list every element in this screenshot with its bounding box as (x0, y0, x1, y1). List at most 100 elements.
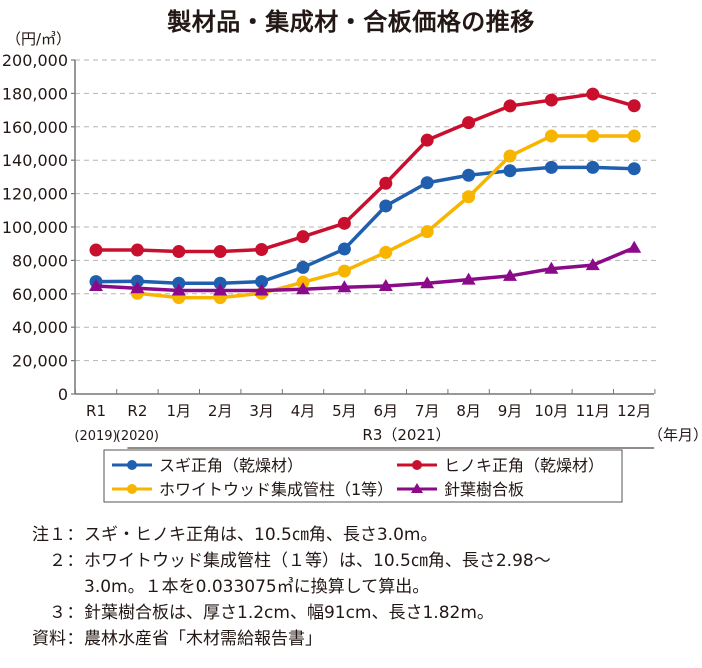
line-chart: 0 20,000 40,000 60,000 80,000 100,000 120,000 1… (2, 51, 702, 503)
data-point-triangle (627, 240, 642, 253)
data-point-circle (255, 243, 269, 257)
y-tick-label: 40,000 (12, 318, 68, 337)
data-point-circle (503, 99, 517, 113)
data-point-triangle (296, 282, 310, 295)
y-tick-label: 100,000 (2, 218, 68, 237)
data-point-triangle (337, 280, 352, 293)
data-point-triangle (254, 283, 269, 296)
legend-marker-circle (412, 460, 422, 470)
data-point-triangle (461, 272, 476, 285)
legend-label: ホワイトウッド集成管柱（1等） (159, 480, 393, 499)
legend-marker-triangle (411, 483, 423, 493)
data-point-triangle (213, 283, 228, 296)
note-text: スギ・ヒノキ正角は、10.5㎝角、長さ3.0m。 (84, 525, 438, 545)
chart-title: 製材品・集成材・合板価格の推移 (167, 8, 535, 36)
x-tick-sublabel: (2019) (74, 429, 117, 444)
series-1 (89, 87, 641, 259)
x-tick-label: 2月 (208, 402, 233, 420)
note-2: ２：ホワイトウッド集成管柱（１等）は、10.5㎝角、長さ2.98～ (4, 548, 551, 574)
legend-item: ヒノキ正角（乾燥材） (397, 456, 604, 475)
note-label: 資料 (32, 629, 66, 649)
x-tick-label: 8月 (456, 402, 481, 420)
note-text: ホワイトウッド集成管柱（１等）は、10.5㎝角、長さ2.98～ (84, 551, 551, 571)
x-tick-sublabel: (2020) (116, 429, 159, 444)
data-point-triangle (420, 276, 435, 289)
data-point-circle (420, 176, 434, 190)
note-label: ３ (49, 603, 66, 623)
gridlines (75, 59, 660, 362)
note-label: 注１ (32, 525, 66, 545)
x-tick-label: 10月 (534, 402, 568, 420)
legend-label: ヒノキ正角（乾燥材） (444, 456, 604, 475)
series-lines (89, 87, 642, 305)
legend-label: 針葉樹合板 (444, 480, 524, 499)
data-point-circle (379, 199, 393, 213)
series-line (95, 246, 635, 293)
x-tick-label: 7月 (415, 402, 440, 420)
data-point-circle (296, 230, 310, 244)
data-point-circle (379, 245, 393, 259)
x-tick-label: R1 (86, 402, 106, 420)
x-tick-label: 6月 (374, 402, 399, 420)
data-point-circle (627, 99, 641, 113)
x-group-label: R3（2021） (362, 426, 450, 444)
x-tick-label: 3月 (249, 402, 274, 420)
note-text: 針葉樹合板は、厚さ1.2cm、幅91cm、長さ1.82m。 (84, 603, 494, 623)
y-tick-label: 20,000 (12, 352, 68, 371)
x-tick-label: 5月 (332, 402, 357, 420)
data-point-circle (130, 243, 144, 257)
data-point-circle (296, 260, 310, 274)
data-point-triangle (130, 281, 145, 294)
data-point-circle (337, 216, 351, 230)
data-point-triangle (89, 278, 103, 291)
data-point-circle (462, 116, 476, 130)
data-point-circle (462, 168, 476, 182)
data-point-triangle (378, 278, 393, 291)
notes-block: 注１：スギ・ヒノキ正角は、10.5㎝角、長さ3.0m。 ２：ホワイトウッド集成管… (4, 522, 551, 652)
note-text: 3.0m。１本を0.033075㎥に換算して算出。 (84, 577, 430, 597)
y-tick-label: 180,000 (2, 84, 68, 103)
data-point-circle (503, 164, 517, 178)
legend-marker-circle (127, 460, 137, 470)
data-point-circle (379, 176, 393, 190)
data-point-circle (337, 242, 351, 256)
x-tick-label: 12月 (617, 402, 651, 420)
series-3 (89, 240, 642, 296)
y-tick-label: 60,000 (12, 285, 68, 304)
data-point-circle (337, 264, 351, 278)
legend-item: スギ正角（乾燥材） (112, 456, 303, 475)
y-axis-unit-label: （円/㎥） (6, 30, 72, 48)
data-point-circle (213, 276, 227, 290)
note-2-continued: 3.0m。１本を0.033075㎥に換算して算出。 (4, 574, 551, 600)
x-tick-label: 9月 (498, 402, 523, 420)
y-tick-label: 200,000 (2, 51, 68, 70)
series-line (96, 92, 635, 254)
x-tick-label: 11月 (576, 402, 610, 420)
data-point-triangle (544, 261, 559, 274)
data-point-circle (172, 276, 186, 290)
data-point-circle (296, 275, 310, 289)
data-point-circle (627, 162, 641, 176)
legend-item: ホワイトウッド集成管柱（1等） (112, 480, 393, 499)
data-point-circle (130, 274, 144, 288)
series-line (95, 165, 635, 286)
y-tick-label: 140,000 (2, 151, 68, 170)
data-point-triangle (503, 268, 517, 281)
data-point-circle (462, 190, 476, 204)
x-tick-label: R2 (127, 402, 147, 420)
data-point-circle (172, 245, 186, 259)
legend-box (103, 449, 623, 503)
data-point-circle (544, 129, 558, 143)
x-tick-label: 1月 (167, 402, 192, 420)
note-1: 注１：スギ・ヒノキ正角は、10.5㎝角、長さ3.0m。 (4, 522, 551, 548)
data-point-circle (586, 87, 600, 101)
x-tick-label: 4月 (291, 402, 316, 420)
y-tick-label: 120,000 (2, 185, 68, 204)
y-tick-label: 160,000 (2, 118, 68, 137)
data-point-triangle (585, 258, 600, 271)
note-label: ２ (49, 551, 66, 571)
data-point-circle (627, 129, 641, 143)
series-0 (89, 160, 641, 290)
data-point-circle (544, 93, 558, 107)
note-text: 農林水産省「木材需給報告書」 (84, 629, 322, 649)
